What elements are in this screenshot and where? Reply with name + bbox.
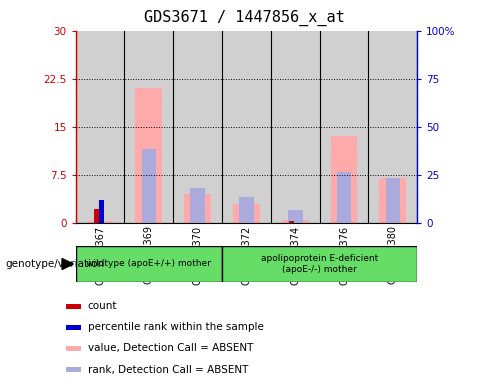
- Bar: [66, 367, 81, 372]
- Bar: [271, 31, 320, 223]
- Bar: [142, 149, 156, 223]
- Text: apolipoprotein E-deficient
(apoE-/-) mother: apolipoprotein E-deficient (apoE-/-) mot…: [261, 254, 378, 274]
- Bar: [222, 246, 417, 282]
- Bar: [239, 197, 254, 223]
- Bar: [124, 31, 173, 223]
- Polygon shape: [62, 258, 73, 270]
- Bar: [368, 31, 417, 223]
- Bar: [337, 172, 351, 223]
- Bar: [66, 325, 81, 330]
- Bar: [386, 178, 400, 223]
- Bar: [66, 304, 81, 309]
- Bar: [87, 221, 114, 223]
- Bar: [289, 221, 294, 223]
- Bar: [233, 204, 260, 223]
- Text: percentile rank within the sample: percentile rank within the sample: [88, 322, 264, 333]
- Bar: [380, 178, 407, 223]
- Text: wildtype (apoE+/+) mother: wildtype (apoE+/+) mother: [86, 260, 211, 268]
- Text: rank, Detection Call = ABSENT: rank, Detection Call = ABSENT: [88, 364, 248, 375]
- Text: value, Detection Call = ABSENT: value, Detection Call = ABSENT: [88, 343, 253, 354]
- Text: GDS3671 / 1447856_x_at: GDS3671 / 1447856_x_at: [143, 10, 345, 26]
- Bar: [173, 31, 222, 223]
- Bar: [94, 209, 99, 223]
- Bar: [136, 88, 163, 223]
- Bar: [76, 31, 124, 223]
- Bar: [222, 31, 271, 223]
- Bar: [331, 136, 358, 223]
- Text: count: count: [88, 301, 117, 311]
- Bar: [76, 246, 222, 282]
- Bar: [320, 31, 368, 223]
- Bar: [99, 200, 104, 223]
- Bar: [66, 346, 81, 351]
- Bar: [190, 187, 205, 223]
- Bar: [184, 194, 211, 223]
- Bar: [288, 210, 303, 223]
- Bar: [282, 220, 309, 223]
- Text: genotype/variation: genotype/variation: [5, 259, 104, 269]
